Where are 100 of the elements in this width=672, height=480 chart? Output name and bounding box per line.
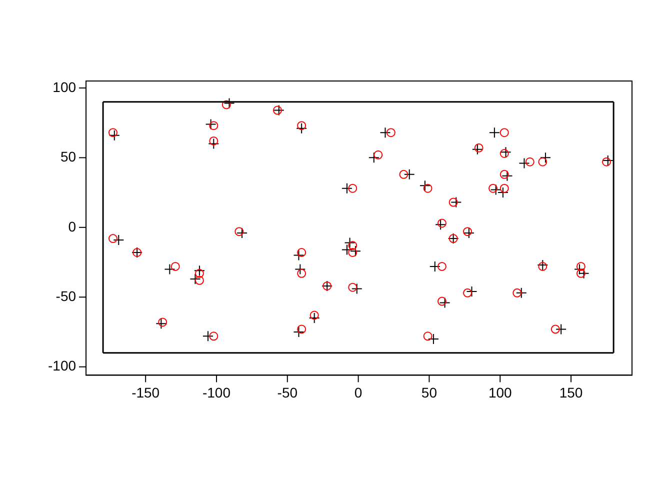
point — [525, 157, 534, 166]
point — [538, 157, 548, 166]
point — [576, 262, 586, 271]
point — [500, 128, 509, 138]
point — [462, 288, 472, 298]
point — [500, 146, 512, 158]
point — [190, 273, 201, 284]
point — [540, 152, 551, 164]
point — [419, 180, 430, 192]
point — [209, 136, 218, 146]
point — [205, 118, 216, 130]
point — [348, 241, 358, 250]
point — [466, 286, 478, 298]
point — [423, 332, 432, 341]
point — [578, 268, 590, 279]
point — [399, 170, 408, 179]
x-tick-label: 150 — [559, 384, 583, 400]
x-tick-label: 0 — [354, 384, 362, 400]
point — [209, 121, 218, 130]
point — [164, 264, 176, 275]
point — [344, 237, 356, 248]
point — [380, 127, 391, 138]
point — [297, 248, 306, 257]
y-tick-label: -100 — [48, 358, 76, 374]
point — [202, 330, 214, 342]
x-tick-label: -100 — [202, 384, 231, 400]
point — [502, 170, 513, 182]
point — [293, 250, 304, 261]
point — [500, 170, 509, 179]
point — [516, 287, 527, 298]
point — [108, 130, 120, 141]
point — [272, 106, 282, 115]
point — [310, 310, 319, 320]
point — [234, 227, 244, 236]
point — [297, 324, 306, 334]
point — [113, 234, 124, 246]
point — [224, 98, 235, 109]
point — [108, 128, 118, 138]
point — [194, 276, 204, 285]
y-tick-label: 50 — [60, 148, 76, 165]
point — [576, 268, 586, 278]
point — [556, 324, 567, 335]
y-tick-label: -50 — [56, 288, 76, 304]
point — [437, 218, 446, 228]
point — [550, 324, 560, 334]
point — [194, 265, 205, 276]
point — [293, 326, 304, 338]
point — [488, 184, 498, 193]
point — [341, 244, 352, 256]
x-tick-label: 50 — [421, 384, 438, 400]
point — [448, 198, 458, 207]
point — [497, 187, 508, 198]
point — [374, 150, 383, 160]
point — [439, 297, 450, 308]
point — [428, 333, 439, 344]
point — [351, 283, 362, 294]
point — [437, 296, 446, 306]
point — [488, 127, 500, 138]
point — [423, 184, 432, 193]
point — [208, 138, 220, 150]
point — [194, 268, 204, 278]
point — [429, 260, 440, 272]
x-tick-label: -150 — [132, 384, 160, 400]
point — [602, 154, 614, 166]
x-tick-label: 100 — [488, 384, 512, 400]
point — [236, 227, 248, 238]
point — [518, 158, 530, 169]
point — [500, 149, 509, 158]
y-tick-label: 100 — [52, 78, 76, 95]
point — [602, 157, 611, 166]
point — [273, 104, 284, 116]
point — [404, 168, 415, 180]
point — [297, 268, 306, 278]
point — [108, 234, 118, 244]
point — [170, 262, 180, 271]
x-tick-label: -50 — [277, 384, 298, 400]
point — [368, 152, 380, 164]
point — [512, 288, 522, 298]
point — [348, 248, 358, 257]
point — [437, 262, 446, 271]
point — [222, 100, 231, 110]
point — [348, 184, 358, 193]
point — [490, 184, 502, 196]
point — [435, 219, 446, 230]
point — [472, 144, 483, 155]
point — [574, 264, 586, 275]
point — [450, 196, 462, 208]
point — [350, 246, 361, 257]
point — [296, 122, 308, 134]
point — [158, 318, 168, 327]
y-tick-label: 0 — [68, 218, 76, 234]
point — [297, 121, 306, 130]
point — [348, 282, 358, 292]
point — [474, 143, 484, 152]
point — [386, 128, 396, 138]
point — [463, 227, 474, 238]
point — [294, 264, 306, 275]
point — [156, 318, 167, 330]
point — [209, 332, 218, 341]
point — [500, 184, 509, 193]
